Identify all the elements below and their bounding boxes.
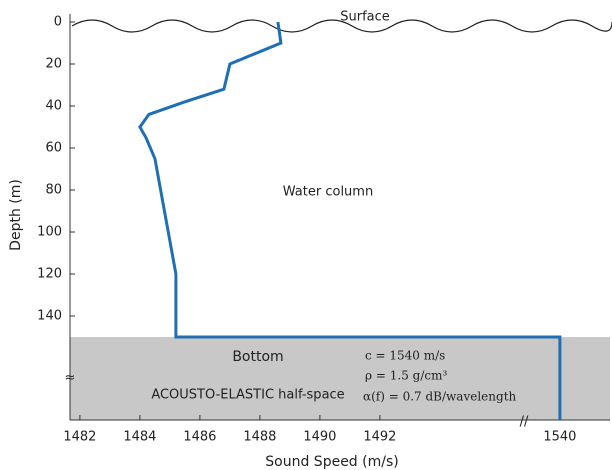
y-tick-label: 140	[37, 309, 62, 324]
y-tick-label: 60	[45, 141, 62, 156]
x-tick-label: 1490	[303, 430, 336, 445]
bottom-label: Bottom	[232, 349, 283, 365]
x-axis-label: Sound Speed (m/s)	[265, 454, 398, 470]
x-tick-label: 1484	[123, 430, 156, 445]
surface-wave	[71, 19, 612, 33]
halfspace-label: ACOUSTO-ELASTIC half-space	[151, 388, 344, 403]
c-label: c = 1540 m/s	[365, 349, 445, 363]
surface-label: Surface	[340, 10, 390, 25]
y-tick-label: 80	[45, 183, 62, 198]
y-tick-label: 120	[37, 267, 62, 282]
x-tick-label: 1492	[363, 430, 396, 445]
x-tick-label: 1482	[63, 430, 96, 445]
x-tick-label: 1486	[183, 430, 216, 445]
y-axis-label: Depth (m)	[8, 179, 24, 251]
x-tick-label: 1540	[543, 430, 576, 445]
y-tick-label: 40	[45, 98, 62, 113]
x-break-mark: //	[520, 415, 529, 430]
rho-label: ρ = 1.5 g/cm³	[365, 369, 447, 383]
bottom-halfspace	[70, 337, 610, 420]
profile-line	[138, 21, 562, 420]
x-tick-label: 1488	[243, 430, 276, 445]
alpha-label: α(f) = 0.7 dB/wavelength	[363, 390, 517, 404]
y-tick-label: 20	[45, 56, 62, 71]
plot-background	[70, 337, 610, 420]
y-tick-label: 100	[37, 225, 62, 240]
y-tick-label: 0	[54, 14, 62, 29]
water-label: Water column	[283, 185, 373, 200]
